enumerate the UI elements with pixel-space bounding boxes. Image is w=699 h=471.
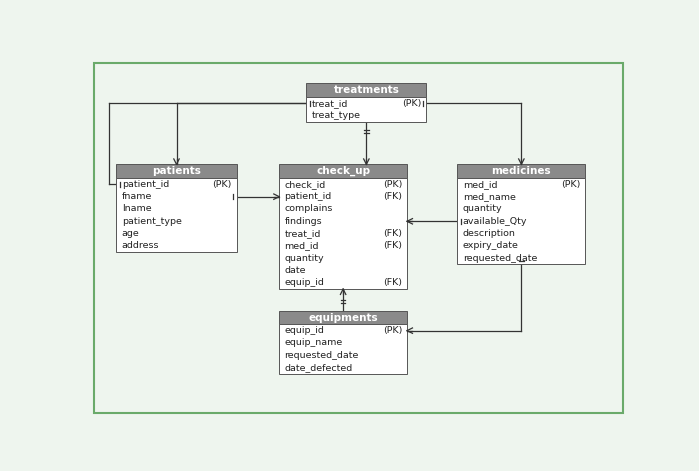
Text: (FK): (FK) <box>384 278 403 287</box>
FancyBboxPatch shape <box>117 178 236 252</box>
Text: check_id: check_id <box>284 180 326 189</box>
Text: (PK): (PK) <box>403 99 421 108</box>
Text: treat_id: treat_id <box>284 229 321 238</box>
Text: (PK): (PK) <box>383 180 403 189</box>
Text: quantity: quantity <box>463 204 503 213</box>
Text: description: description <box>463 229 516 238</box>
Text: patient_id: patient_id <box>284 192 332 201</box>
Text: check_up: check_up <box>316 166 370 176</box>
Text: lname: lname <box>122 204 152 213</box>
Text: equip_name: equip_name <box>284 339 343 348</box>
Text: findings: findings <box>284 217 322 226</box>
FancyBboxPatch shape <box>306 83 426 97</box>
Text: med_id: med_id <box>284 242 319 251</box>
Text: treat_id: treat_id <box>312 99 348 108</box>
Text: date_defected: date_defected <box>284 363 353 372</box>
Text: med_id: med_id <box>463 180 498 189</box>
FancyBboxPatch shape <box>279 164 407 178</box>
Text: medicines: medicines <box>491 166 552 176</box>
Text: date: date <box>284 266 306 275</box>
FancyBboxPatch shape <box>457 164 585 178</box>
Text: requested_date: requested_date <box>463 254 538 263</box>
FancyBboxPatch shape <box>279 310 407 325</box>
Text: fname: fname <box>122 192 152 201</box>
Text: requested_date: requested_date <box>284 351 359 360</box>
Text: (PK): (PK) <box>561 180 581 189</box>
Text: (FK): (FK) <box>384 242 403 251</box>
Text: complains: complains <box>284 204 333 213</box>
Text: med_name: med_name <box>463 192 516 201</box>
Text: equip_id: equip_id <box>284 326 324 335</box>
FancyBboxPatch shape <box>279 325 407 374</box>
Text: treatments: treatments <box>333 85 399 96</box>
Text: equip_id: equip_id <box>284 278 324 287</box>
Text: equipments: equipments <box>308 313 378 323</box>
Text: patient_type: patient_type <box>122 217 182 226</box>
Text: patient_id: patient_id <box>122 180 169 189</box>
Text: address: address <box>122 242 159 251</box>
Text: (FK): (FK) <box>384 229 403 238</box>
FancyBboxPatch shape <box>279 178 407 289</box>
FancyBboxPatch shape <box>117 164 236 178</box>
FancyBboxPatch shape <box>306 97 426 122</box>
Text: expiry_date: expiry_date <box>463 242 519 251</box>
FancyBboxPatch shape <box>457 178 585 264</box>
Text: age: age <box>122 229 140 238</box>
Text: (FK): (FK) <box>384 192 403 201</box>
Text: patients: patients <box>152 166 201 176</box>
Text: treat_type: treat_type <box>312 111 361 120</box>
Text: (PK): (PK) <box>212 180 232 189</box>
Text: quantity: quantity <box>284 254 324 263</box>
Text: available_Qty: available_Qty <box>463 217 527 226</box>
Text: (PK): (PK) <box>383 326 403 335</box>
